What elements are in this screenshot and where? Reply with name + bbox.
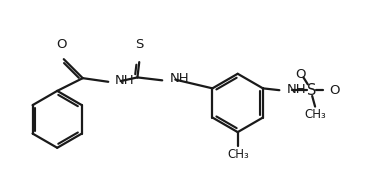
Text: S: S [307,83,316,98]
Text: O: O [295,68,306,81]
Text: O: O [57,38,67,51]
Text: NH: NH [115,74,134,87]
Text: S: S [135,38,143,51]
Text: CH₃: CH₃ [304,108,326,121]
Text: O: O [329,84,339,97]
Text: NH: NH [287,83,306,96]
Text: NH: NH [169,72,189,85]
Text: CH₃: CH₃ [228,148,249,161]
